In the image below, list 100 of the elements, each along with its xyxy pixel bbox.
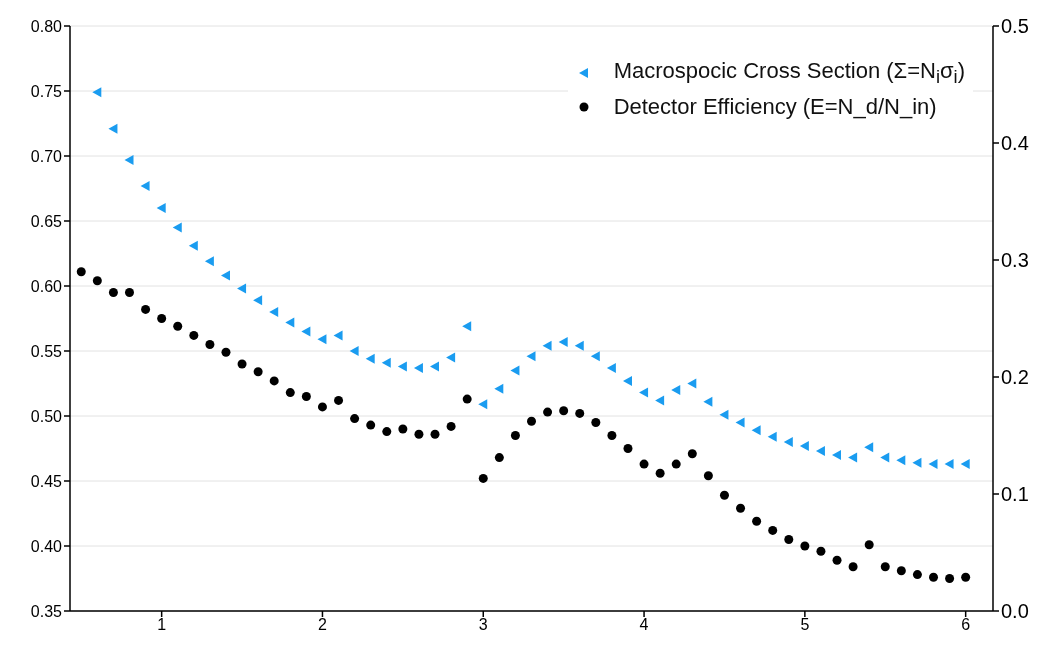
point <box>446 352 456 363</box>
point <box>494 383 504 394</box>
point <box>285 388 295 398</box>
point <box>783 437 793 447</box>
point <box>527 416 536 426</box>
y-tick-label: 0.50 <box>30 407 63 425</box>
legend-label: Macrospocic Cross Section (Σ=N$_{i}$σ$_{i}$) <box>613 58 965 89</box>
point <box>944 459 954 470</box>
point <box>719 490 729 500</box>
point <box>156 203 166 213</box>
point <box>92 276 102 286</box>
x-tick-label: 2 <box>318 616 328 634</box>
point <box>622 375 632 386</box>
y-tick-label: 0.80 <box>30 17 63 35</box>
point <box>815 446 825 457</box>
point <box>301 326 311 337</box>
point <box>140 180 150 191</box>
point <box>655 468 665 478</box>
x-tick-label: 4 <box>639 616 649 634</box>
point <box>671 459 681 469</box>
point <box>157 314 167 323</box>
x-tick-label: 6 <box>961 616 971 634</box>
point <box>558 336 568 347</box>
point <box>784 535 794 544</box>
y-tick-label: 0.45 <box>30 472 63 490</box>
y-tick-label: 0.60 <box>30 277 63 295</box>
point <box>575 408 585 418</box>
point <box>687 449 697 459</box>
y2-tick-label: 0.0 <box>1001 600 1029 623</box>
point <box>880 562 890 572</box>
y-tick-label: 0.40 <box>30 537 63 555</box>
point <box>912 457 922 468</box>
point <box>929 572 938 582</box>
point <box>269 307 279 317</box>
point <box>799 440 809 451</box>
point <box>221 347 231 357</box>
point <box>848 562 858 572</box>
point <box>172 222 182 233</box>
point <box>848 452 858 463</box>
point <box>510 431 520 440</box>
point <box>639 459 649 469</box>
point <box>703 471 713 481</box>
point <box>767 431 777 442</box>
point <box>543 407 553 417</box>
point <box>816 546 826 556</box>
point <box>607 431 617 440</box>
point <box>864 442 874 453</box>
point <box>751 425 761 436</box>
point <box>623 444 633 453</box>
point <box>414 429 424 439</box>
point <box>397 361 407 372</box>
point <box>189 330 199 340</box>
point <box>125 288 134 297</box>
point <box>204 256 214 267</box>
point <box>832 555 842 565</box>
y2-tick-label: 0.3 <box>1001 249 1029 272</box>
point <box>639 387 649 398</box>
point <box>912 570 922 580</box>
point <box>478 399 488 410</box>
point <box>317 402 327 412</box>
point <box>800 541 810 551</box>
point <box>494 453 504 463</box>
point <box>687 378 697 389</box>
point <box>76 267 86 277</box>
point <box>462 321 472 332</box>
point <box>606 362 616 373</box>
point <box>334 395 344 405</box>
point <box>832 450 842 460</box>
point <box>317 334 327 345</box>
y2-tick-label: 0.2 <box>1001 366 1029 389</box>
point <box>896 455 906 466</box>
point <box>237 283 247 294</box>
point <box>526 351 536 362</box>
point <box>703 396 713 407</box>
x-tick-label: 3 <box>478 616 488 634</box>
point <box>446 421 456 431</box>
point <box>381 357 391 368</box>
point <box>366 420 376 430</box>
legend-label: Detector Efficiency (E=N_d/N_in) <box>613 94 937 121</box>
point <box>413 362 423 373</box>
point <box>333 330 343 341</box>
point <box>928 459 938 470</box>
x-tick-label: 1 <box>157 616 167 634</box>
y-tick-label: 0.70 <box>30 147 63 165</box>
point <box>478 473 488 483</box>
point <box>108 288 118 297</box>
y-tick-label: 0.35 <box>30 602 63 620</box>
point <box>574 340 584 351</box>
point <box>510 365 520 376</box>
point <box>896 566 906 576</box>
y2-tick-label: 0.1 <box>1001 483 1029 506</box>
point <box>736 503 746 513</box>
point <box>960 459 970 470</box>
point <box>961 572 971 582</box>
point <box>237 359 247 369</box>
y-tick-label: 0.55 <box>30 342 63 360</box>
y-tick-label: 0.75 <box>30 82 63 100</box>
point <box>108 123 118 134</box>
point <box>205 340 215 349</box>
point <box>220 270 230 281</box>
